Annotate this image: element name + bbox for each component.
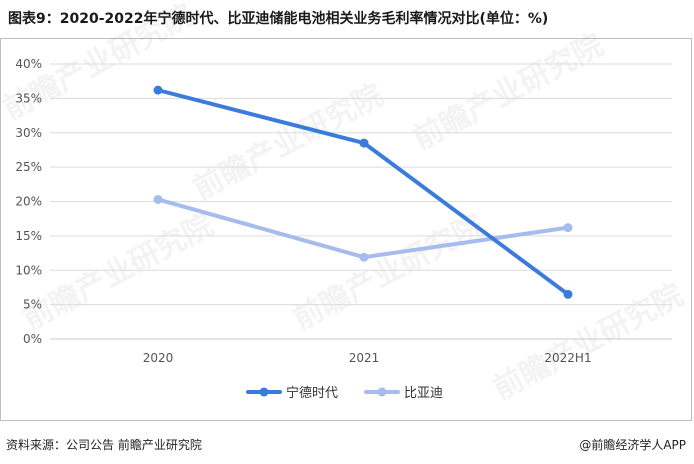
legend-marker-1 <box>377 387 387 397</box>
watermark-text: 前瞻产业研究院 <box>287 208 489 337</box>
data-point-1-1 <box>359 252 369 262</box>
data-point-0-0 <box>153 85 163 95</box>
y-tick-label: 0% <box>23 332 42 346</box>
chart-title: 图表9：2020-2022年宁德时代、比亚迪储能电池相关业务毛利率情况对比(单位… <box>8 11 549 27</box>
chart-frame <box>0 38 692 421</box>
watermark-text: 前瞻产业研究院 <box>407 28 609 157</box>
data-point-0-2 <box>563 289 573 299</box>
data-point-1-0 <box>153 194 163 204</box>
y-tick-label: 10% <box>15 263 42 277</box>
source-note: 资料来源：公司公告 前瞻产业研究院 <box>6 438 202 452</box>
watermark-text: 前瞻产业研究院 <box>487 278 689 407</box>
x-tick-label: 2021 <box>349 351 380 365</box>
x-tick-label: 2022H1 <box>544 351 591 365</box>
data-point-1-2 <box>563 223 573 233</box>
y-tick-label: 20% <box>15 195 42 209</box>
legend-label-1: 比亚迪 <box>404 386 443 401</box>
watermark-text: 前瞻产业研究院 <box>17 208 219 337</box>
series-layer <box>153 85 573 299</box>
legend-marker-0 <box>259 387 269 397</box>
x-tick-label: 2020 <box>143 351 174 365</box>
x-axis: 2020 2021 2022H1 <box>143 351 592 365</box>
legend: 宁德时代 比亚迪 <box>246 385 443 401</box>
legend-label-0: 宁德时代 <box>286 385 338 401</box>
watermark-layer: 前瞻产业研究院前瞻产业研究院前瞻产业研究院前瞻产业研究院前瞻产业研究院前瞻产业研… <box>0 0 689 407</box>
y-tick-label: 30% <box>15 126 42 140</box>
y-axis: 0% 5% 10% 15% 20% 25% 30% 35% 40% <box>15 57 42 346</box>
y-tick-label: 40% <box>15 57 42 71</box>
y-tick-label: 15% <box>15 229 42 243</box>
brand-credit: @前瞻经济学人APP <box>579 438 686 452</box>
y-tick-label: 25% <box>15 160 42 174</box>
grid-layer <box>50 63 672 340</box>
data-point-0-1 <box>359 138 369 148</box>
y-tick-label: 35% <box>15 91 42 105</box>
y-tick-label: 5% <box>23 298 42 312</box>
